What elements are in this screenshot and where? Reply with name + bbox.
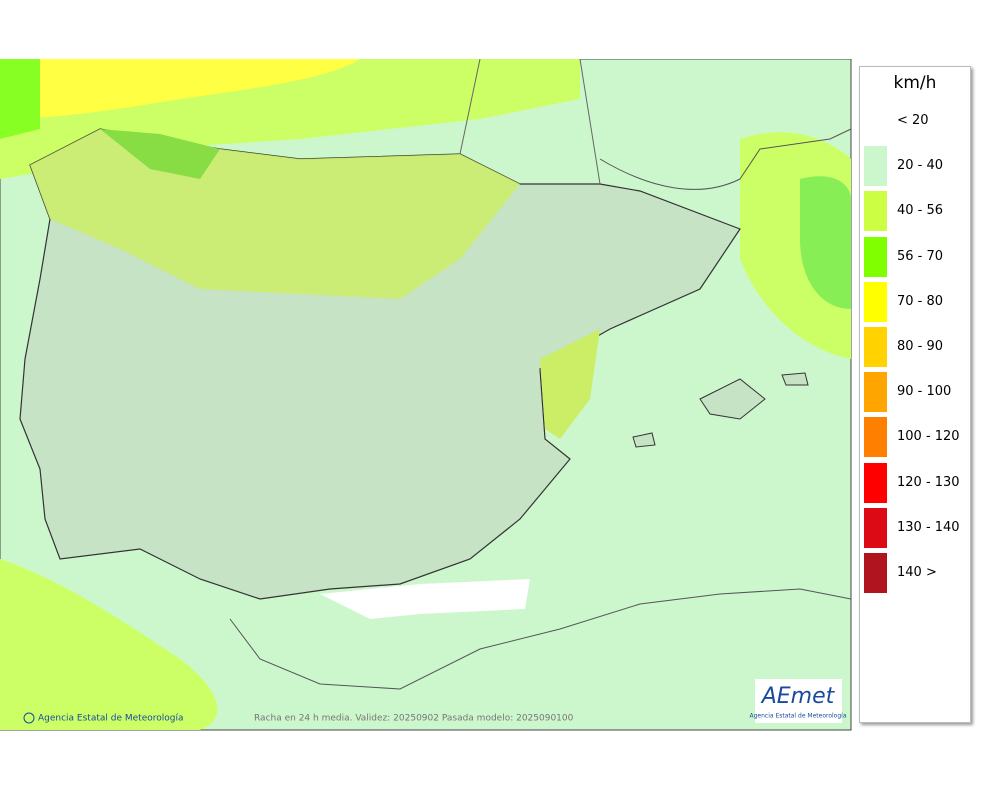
legend-swatch [864, 236, 887, 277]
legend-label: 20 - 40 [897, 158, 944, 174]
no-data [320, 579, 530, 619]
legend-item: 56 - 70 [864, 236, 968, 277]
logo-text: AEmet [760, 684, 836, 709]
legend-label: 56 - 70 [897, 248, 944, 264]
legend-item: 100 - 120 [864, 417, 968, 458]
legend-item: 80 - 90 [864, 327, 968, 367]
island [699, 378, 766, 420]
border [459, 59, 601, 185]
caption: Racha en 24 h media. Validez: 20250902 P… [254, 714, 574, 724]
legend-swatch [864, 553, 887, 593]
legend-label: 90 - 100 [897, 384, 952, 400]
wind-zone [100, 129, 220, 179]
legend-swatch [864, 191, 887, 232]
legend-item: 140 > [864, 553, 968, 593]
wind-zone [540, 329, 600, 439]
legend-item: < 20 [864, 101, 968, 141]
legend-item: 90 - 100 [864, 372, 968, 413]
map: AEmet Agencia Estatal de Meteorología Ag… [0, 59, 852, 731]
legend-swatch [864, 507, 887, 548]
legend-item: 70 - 80 [864, 281, 968, 322]
legend: km/h < 20 20 - 40 40 - 56 56 - 70 70 - 80 80 … [859, 66, 971, 723]
legend-label: 100 - 120 [897, 429, 960, 445]
legend-swatch [864, 462, 887, 503]
wind-zone [800, 176, 851, 309]
legend-label: 40 - 56 [897, 203, 944, 219]
legend-swatch [864, 146, 887, 187]
legend-label: 120 - 130 [897, 474, 960, 490]
credit: Agencia Estatal de Meteorología [38, 714, 184, 724]
wind-zone [0, 559, 218, 730]
legend-label: 130 - 140 [897, 519, 960, 535]
logo-box [755, 679, 842, 723]
island [632, 432, 656, 448]
legend-item: 120 - 130 [864, 462, 968, 503]
legend-item: 20 - 40 [864, 146, 968, 187]
coastline [599, 128, 852, 190]
island [781, 372, 809, 386]
legend-label: 140 > [897, 565, 937, 580]
legend-label: 80 - 90 [897, 339, 944, 354]
logo-subtitle: Agencia Estatal de Meteorología [750, 713, 847, 720]
coastline [229, 588, 852, 690]
legend-title: km/h [893, 73, 937, 93]
legend-swatch [864, 281, 887, 322]
wind-zone [0, 59, 360, 119]
legend-swatch [864, 417, 887, 458]
wind-zone [30, 129, 520, 299]
legend-label: < 20 [897, 113, 929, 128]
legend-item: 40 - 56 [864, 191, 968, 232]
legend-label: 70 - 80 [897, 293, 944, 309]
legend-swatch [864, 372, 887, 413]
legend-swatch [864, 327, 887, 367]
legend-item: 130 - 140 [864, 507, 968, 548]
copyright-icon [23, 712, 35, 724]
wind-zone [0, 59, 40, 139]
